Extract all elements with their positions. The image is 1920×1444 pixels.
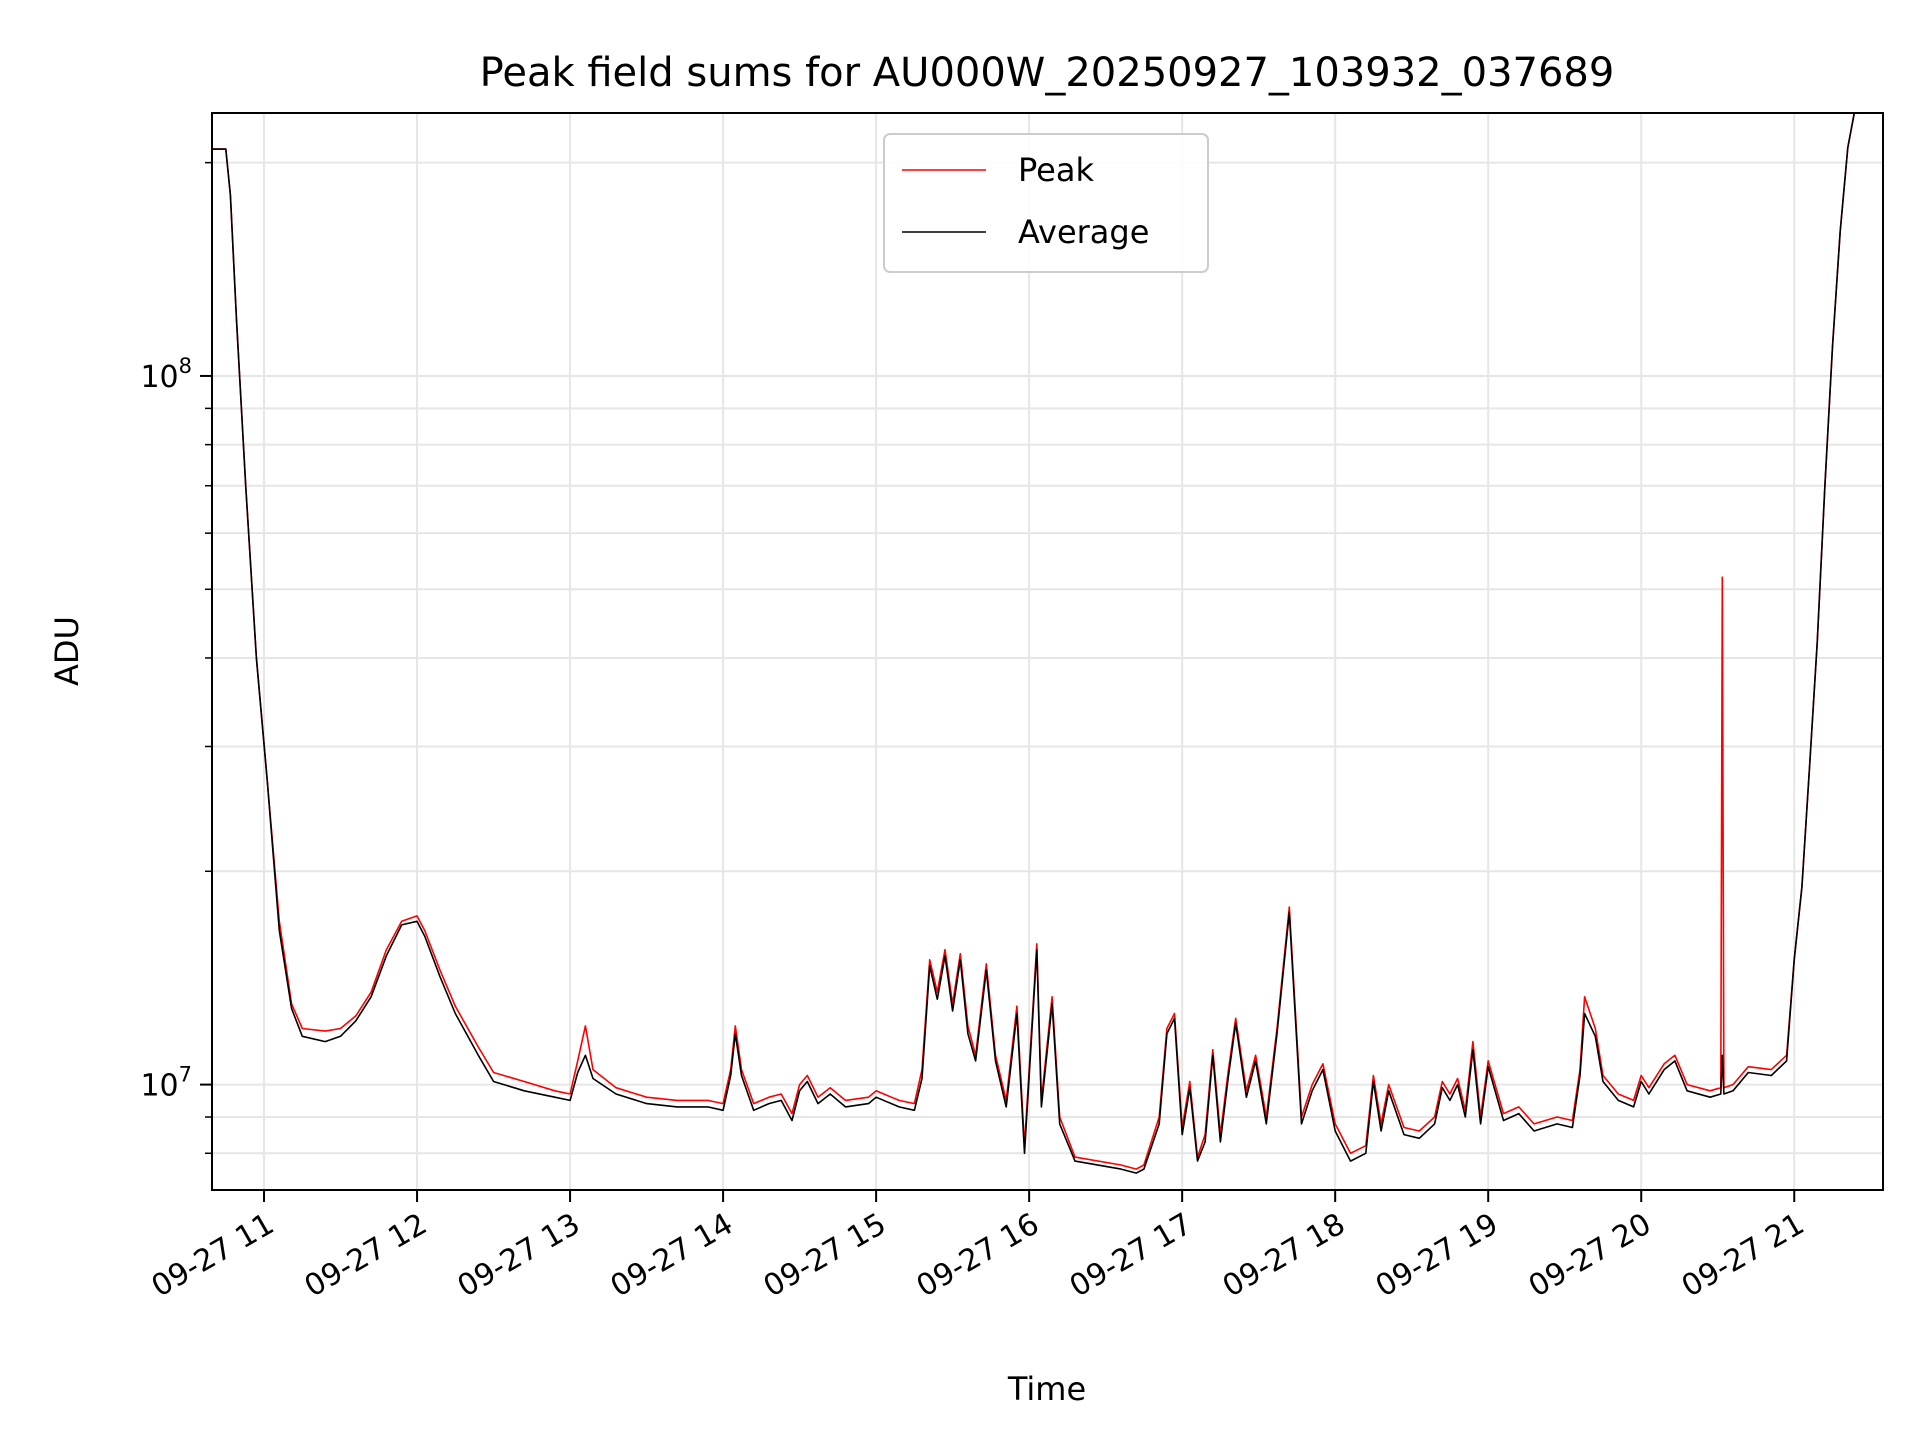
x-tick-label: 09-27 20 bbox=[1523, 1207, 1657, 1305]
legend: Peak Average bbox=[883, 133, 1209, 273]
legend-frame bbox=[883, 133, 1209, 273]
x-tick-label: 09-27 16 bbox=[911, 1207, 1045, 1305]
x-axis-label: Time bbox=[1007, 1370, 1086, 1408]
x-tick-label: 09-27 18 bbox=[1217, 1207, 1351, 1305]
x-tick-label: 09-27 11 bbox=[146, 1207, 280, 1305]
plot-frame bbox=[211, 112, 1884, 1191]
x-tick-label: 09-27 12 bbox=[299, 1207, 433, 1305]
x-tick-label: 09-27 13 bbox=[452, 1207, 586, 1305]
y-tick-exponent: 8 bbox=[179, 354, 192, 378]
x-axis: 09-27 11 09-27 12 09-27 13 09-27 14 09-27 15… bbox=[146, 1190, 1810, 1305]
series-line-peak bbox=[212, 113, 1856, 1170]
chart-title: Peak field sums for AU000W_20250927_1039… bbox=[480, 50, 1615, 96]
y-axis-label: ADU bbox=[48, 616, 86, 686]
x-tick-label: 09-27 19 bbox=[1370, 1207, 1504, 1305]
x-tick-label: 09-27 14 bbox=[605, 1207, 739, 1305]
y-tick-label: 108 bbox=[140, 354, 192, 395]
grid bbox=[212, 113, 1883, 1190]
y-axis: 107 108 bbox=[140, 161, 212, 1155]
x-tick-label: 09-27 21 bbox=[1676, 1207, 1810, 1305]
series-group bbox=[212, 113, 1856, 1174]
x-tick-label: 09-27 17 bbox=[1064, 1207, 1198, 1305]
legend-label-average: Average bbox=[1018, 213, 1149, 251]
y-tick-exponent: 7 bbox=[179, 1063, 192, 1087]
legend-label-peak: Peak bbox=[1018, 151, 1094, 189]
y-tick-label: 107 bbox=[140, 1063, 192, 1104]
x-tick-label: 09-27 15 bbox=[758, 1207, 892, 1305]
series-line-average bbox=[212, 113, 1856, 1174]
